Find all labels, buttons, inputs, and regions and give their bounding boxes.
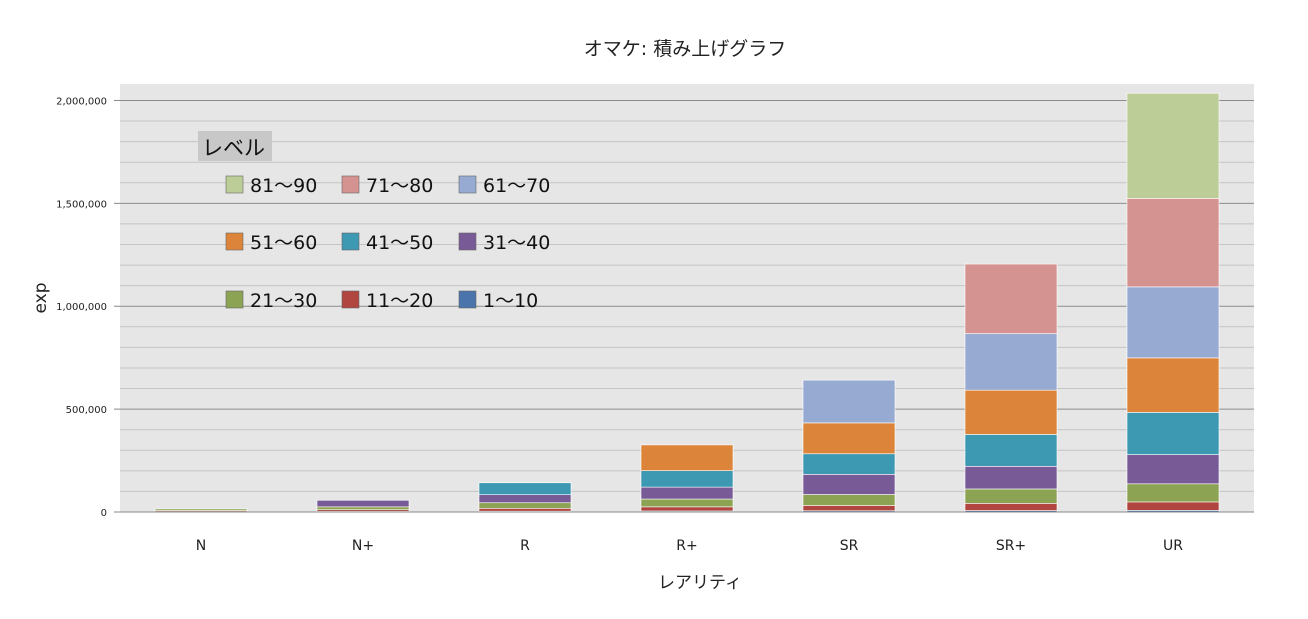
bar-segment-R-41～50 xyxy=(478,482,572,496)
legend-swatch xyxy=(341,175,360,194)
y-tick-label: 1,500,000 xyxy=(56,199,107,210)
legend-title-background xyxy=(198,131,272,161)
legend-entry-label: 61～70 xyxy=(483,175,550,197)
x-tick-label: UR xyxy=(1163,538,1183,554)
bars xyxy=(154,92,1220,513)
bar-segment-R-31～40 xyxy=(478,494,572,504)
bar-segment-SR-61～70 xyxy=(802,379,896,424)
bar-segment-SR-51～60 xyxy=(802,422,896,455)
legend-entry-label: 41～50 xyxy=(366,232,433,254)
legend-entry-label: 31～40 xyxy=(483,232,550,254)
legend-swatch xyxy=(225,290,244,309)
bar-segment-UR-71～80 xyxy=(1126,198,1220,288)
gridlines xyxy=(120,99,1254,492)
legend-title: レベル xyxy=(202,136,265,160)
bar-segment-SR+-11～20 xyxy=(964,503,1058,511)
bar-segment-R-21～30 xyxy=(478,502,572,509)
bar-segment-SR-21～30 xyxy=(802,494,896,506)
y-axis-title: exp xyxy=(31,282,51,313)
bar-segment-SR-11～20 xyxy=(802,505,896,512)
chart-title: オマケ: 積み上げグラフ xyxy=(584,38,786,60)
y-tick-label: 500,000 xyxy=(66,405,107,416)
legend-swatch xyxy=(341,290,360,309)
bar-segment-R+-41～50 xyxy=(640,470,734,488)
bar-segment-UR-81～90 xyxy=(1126,92,1220,199)
bar-segment-R+-31～40 xyxy=(640,486,734,500)
legend-entry-label: 11～20 xyxy=(366,290,433,312)
legend-swatch xyxy=(458,175,477,194)
legend-entry-label: 1～10 xyxy=(483,290,538,312)
bar-segment-UR-21～30 xyxy=(1126,483,1220,503)
legend-swatch xyxy=(225,232,244,251)
legend-swatch xyxy=(458,290,477,309)
bar-segment-N-21～30 xyxy=(154,508,248,511)
bar-segment-SR-31～40 xyxy=(802,474,896,495)
bar-segment-R+-11～20 xyxy=(640,506,734,512)
bar-segment-N+-21～30 xyxy=(316,506,410,511)
bar-segment-R+-51～60 xyxy=(640,444,734,471)
bar-segment-UR-41～50 xyxy=(1126,412,1220,455)
bar-segment-SR+-41～50 xyxy=(964,434,1058,467)
bar-segment-R+-21～30 xyxy=(640,498,734,508)
x-tick-label: R xyxy=(520,538,530,554)
bar-segment-SR-41～50 xyxy=(802,453,896,475)
y-tick-label: 1,000,000 xyxy=(56,302,107,313)
x-axis-ticks: N N+ R R+ SR SR+ UR xyxy=(196,538,1183,554)
x-tick-label: SR xyxy=(840,538,859,554)
legend: レベル 81～90 71～80 61～70 51～60 41～50 31～40 21～30 1… xyxy=(198,131,550,312)
bar-segment-UR-61～70 xyxy=(1126,286,1220,359)
legend-entry-label: 51～60 xyxy=(250,232,317,254)
x-tick-label: N+ xyxy=(352,538,374,554)
legend-entry-label: 21～30 xyxy=(250,290,317,312)
bar-segment-UR-11～20 xyxy=(1126,501,1220,511)
y-axis-ticks: 0 500,000 1,000,000 1,500,000 2,000,000 xyxy=(56,96,120,519)
legend-entry-label: 81～90 xyxy=(250,175,317,197)
y-tick-label: 0 xyxy=(101,508,107,519)
legend-swatch xyxy=(225,175,244,194)
bar-segment-UR-51～60 xyxy=(1126,357,1220,413)
bar-segment-N+-31～40 xyxy=(316,499,410,508)
x-tick-label: SR+ xyxy=(996,538,1026,554)
bar-segment-UR-31～40 xyxy=(1126,454,1220,485)
bar-segment-SR+-71～80 xyxy=(964,263,1058,334)
legend-swatch xyxy=(458,232,477,251)
legend-swatch xyxy=(341,232,360,251)
bar-segment-SR+-21～30 xyxy=(964,488,1058,504)
x-tick-label: N xyxy=(196,538,206,554)
bar-segment-SR+-51～60 xyxy=(964,389,1058,435)
bar-segment-SR+-61～70 xyxy=(964,333,1058,391)
x-axis-title: レアリティ xyxy=(658,573,742,593)
plot-area xyxy=(120,84,1254,512)
y-tick-label: 2,000,000 xyxy=(56,96,107,107)
x-tick-label: R+ xyxy=(676,538,697,554)
legend-entry-label: 71～80 xyxy=(366,175,433,197)
bar-segment-R-11～20 xyxy=(478,507,572,512)
bar-segment-SR+-31～40 xyxy=(964,466,1058,490)
